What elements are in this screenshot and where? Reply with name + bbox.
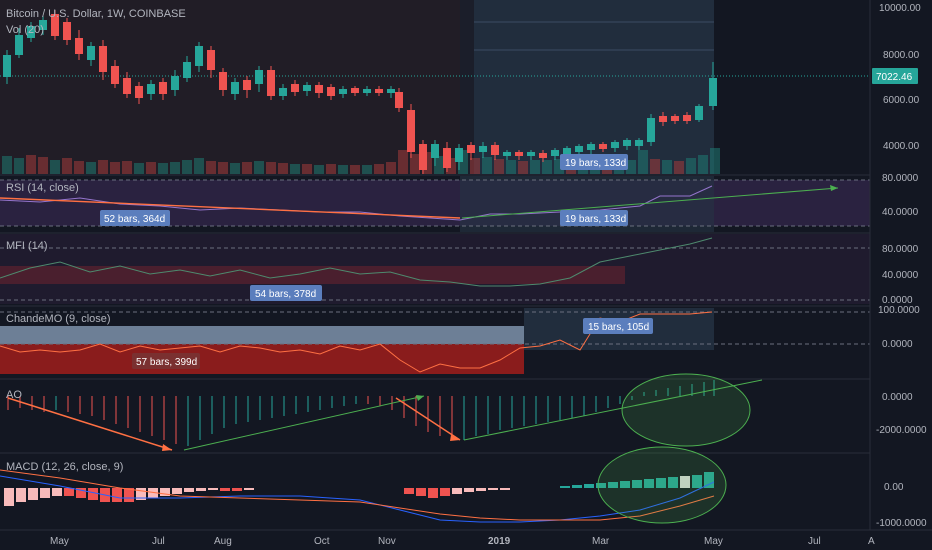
last-price: 7022.46	[876, 72, 913, 83]
time-tick: Jul	[152, 536, 165, 547]
volume-label: Vol (20)	[6, 24, 44, 36]
time-tick: Oct	[314, 536, 330, 547]
price-tick: 10000.00	[879, 3, 921, 14]
rsi-pane: 52 bars, 364d 19 bars, 133d RSI (14, clo…	[0, 176, 870, 232]
rsi-measure-tag-1: 52 bars, 364d	[100, 210, 170, 226]
ao-histogram	[7, 380, 715, 446]
time-tick: 2019	[488, 536, 511, 547]
time-tick: Jul	[808, 536, 821, 547]
chandemo-tick: 0.0000	[882, 339, 913, 350]
mfi-tick: 0.0000	[882, 295, 913, 306]
price-candles	[3, 10, 717, 174]
chart-title: Bitcoin / U.S. Dollar, 1W, COINBASE	[6, 8, 186, 20]
time-tick: Nov	[378, 536, 396, 547]
time-tick: May	[704, 536, 723, 547]
price-pane: Bitcoin / U.S. Dollar, 1W, COINBASE Vol …	[0, 0, 870, 174]
rsi-tick: 40.0000	[882, 207, 919, 218]
ao-pane: AO	[6, 373, 763, 451]
macd-tick: -1000.0000	[876, 518, 927, 529]
svg-text:19 bars, 133d: 19 bars, 133d	[565, 214, 626, 225]
chandemo-measure-tag-2: 15 bars, 105d	[583, 318, 653, 334]
macd-tick: 0.00	[884, 482, 904, 493]
time-tick: Aug	[214, 536, 232, 547]
mfi-pane: 54 bars, 378d MFI (14)	[0, 234, 870, 304]
price-tick: 6000.00	[883, 95, 920, 106]
mfi-tick: 40.0000	[882, 270, 919, 281]
macd-label: MACD (12, 26, close, 9)	[6, 461, 123, 473]
rsi-measure-tag-2: 19 bars, 133d	[560, 210, 628, 226]
time-tick: May	[50, 536, 69, 547]
price-tick: 8000.00	[883, 50, 920, 61]
chandemo-tick: 100.0000	[878, 305, 920, 316]
svg-text:57 bars, 399d: 57 bars, 399d	[136, 357, 197, 368]
ao-tick: -2000.0000	[876, 425, 927, 436]
last-price-badge	[872, 68, 918, 84]
chandemo-label: ChandeMO (9, close)	[6, 313, 111, 325]
rsi-tick: 80.0000	[882, 173, 919, 184]
chandemo-pane: 57 bars, 399d 15 bars, 105d ChandeMO (9,…	[0, 308, 870, 374]
chandemo-measure-tag-1: 57 bars, 399d	[132, 353, 200, 369]
rsi-label: RSI (14, close)	[6, 182, 79, 194]
mfi-label: MFI (14)	[6, 240, 48, 252]
time-tick: Mar	[592, 536, 610, 547]
mfi-tick: 80.0000	[882, 244, 919, 255]
time-tick: A	[868, 536, 875, 547]
mfi-measure-tag: 54 bars, 378d	[250, 285, 322, 301]
svg-text:15 bars, 105d: 15 bars, 105d	[588, 322, 649, 333]
svg-text:54 bars, 378d: 54 bars, 378d	[255, 289, 316, 300]
ao-tick: 0.0000	[882, 392, 913, 403]
price-axis[interactable]: 10000.00 8000.00 6000.00 4000.00 7022.46…	[869, 0, 932, 530]
price-measure-text: 19 bars, 133d	[565, 158, 626, 169]
price-measure-tag: 19 bars, 133d	[560, 154, 628, 170]
price-tick: 4000.00	[883, 141, 920, 152]
ao-label: AO	[6, 389, 22, 401]
time-axis[interactable]: May Jul Aug Oct Nov 2019 Mar May Jul A	[0, 529, 932, 550]
macd-pane: MACD (12, 26, close, 9)	[0, 446, 727, 524]
svg-text:52 bars, 364d: 52 bars, 364d	[104, 214, 165, 225]
